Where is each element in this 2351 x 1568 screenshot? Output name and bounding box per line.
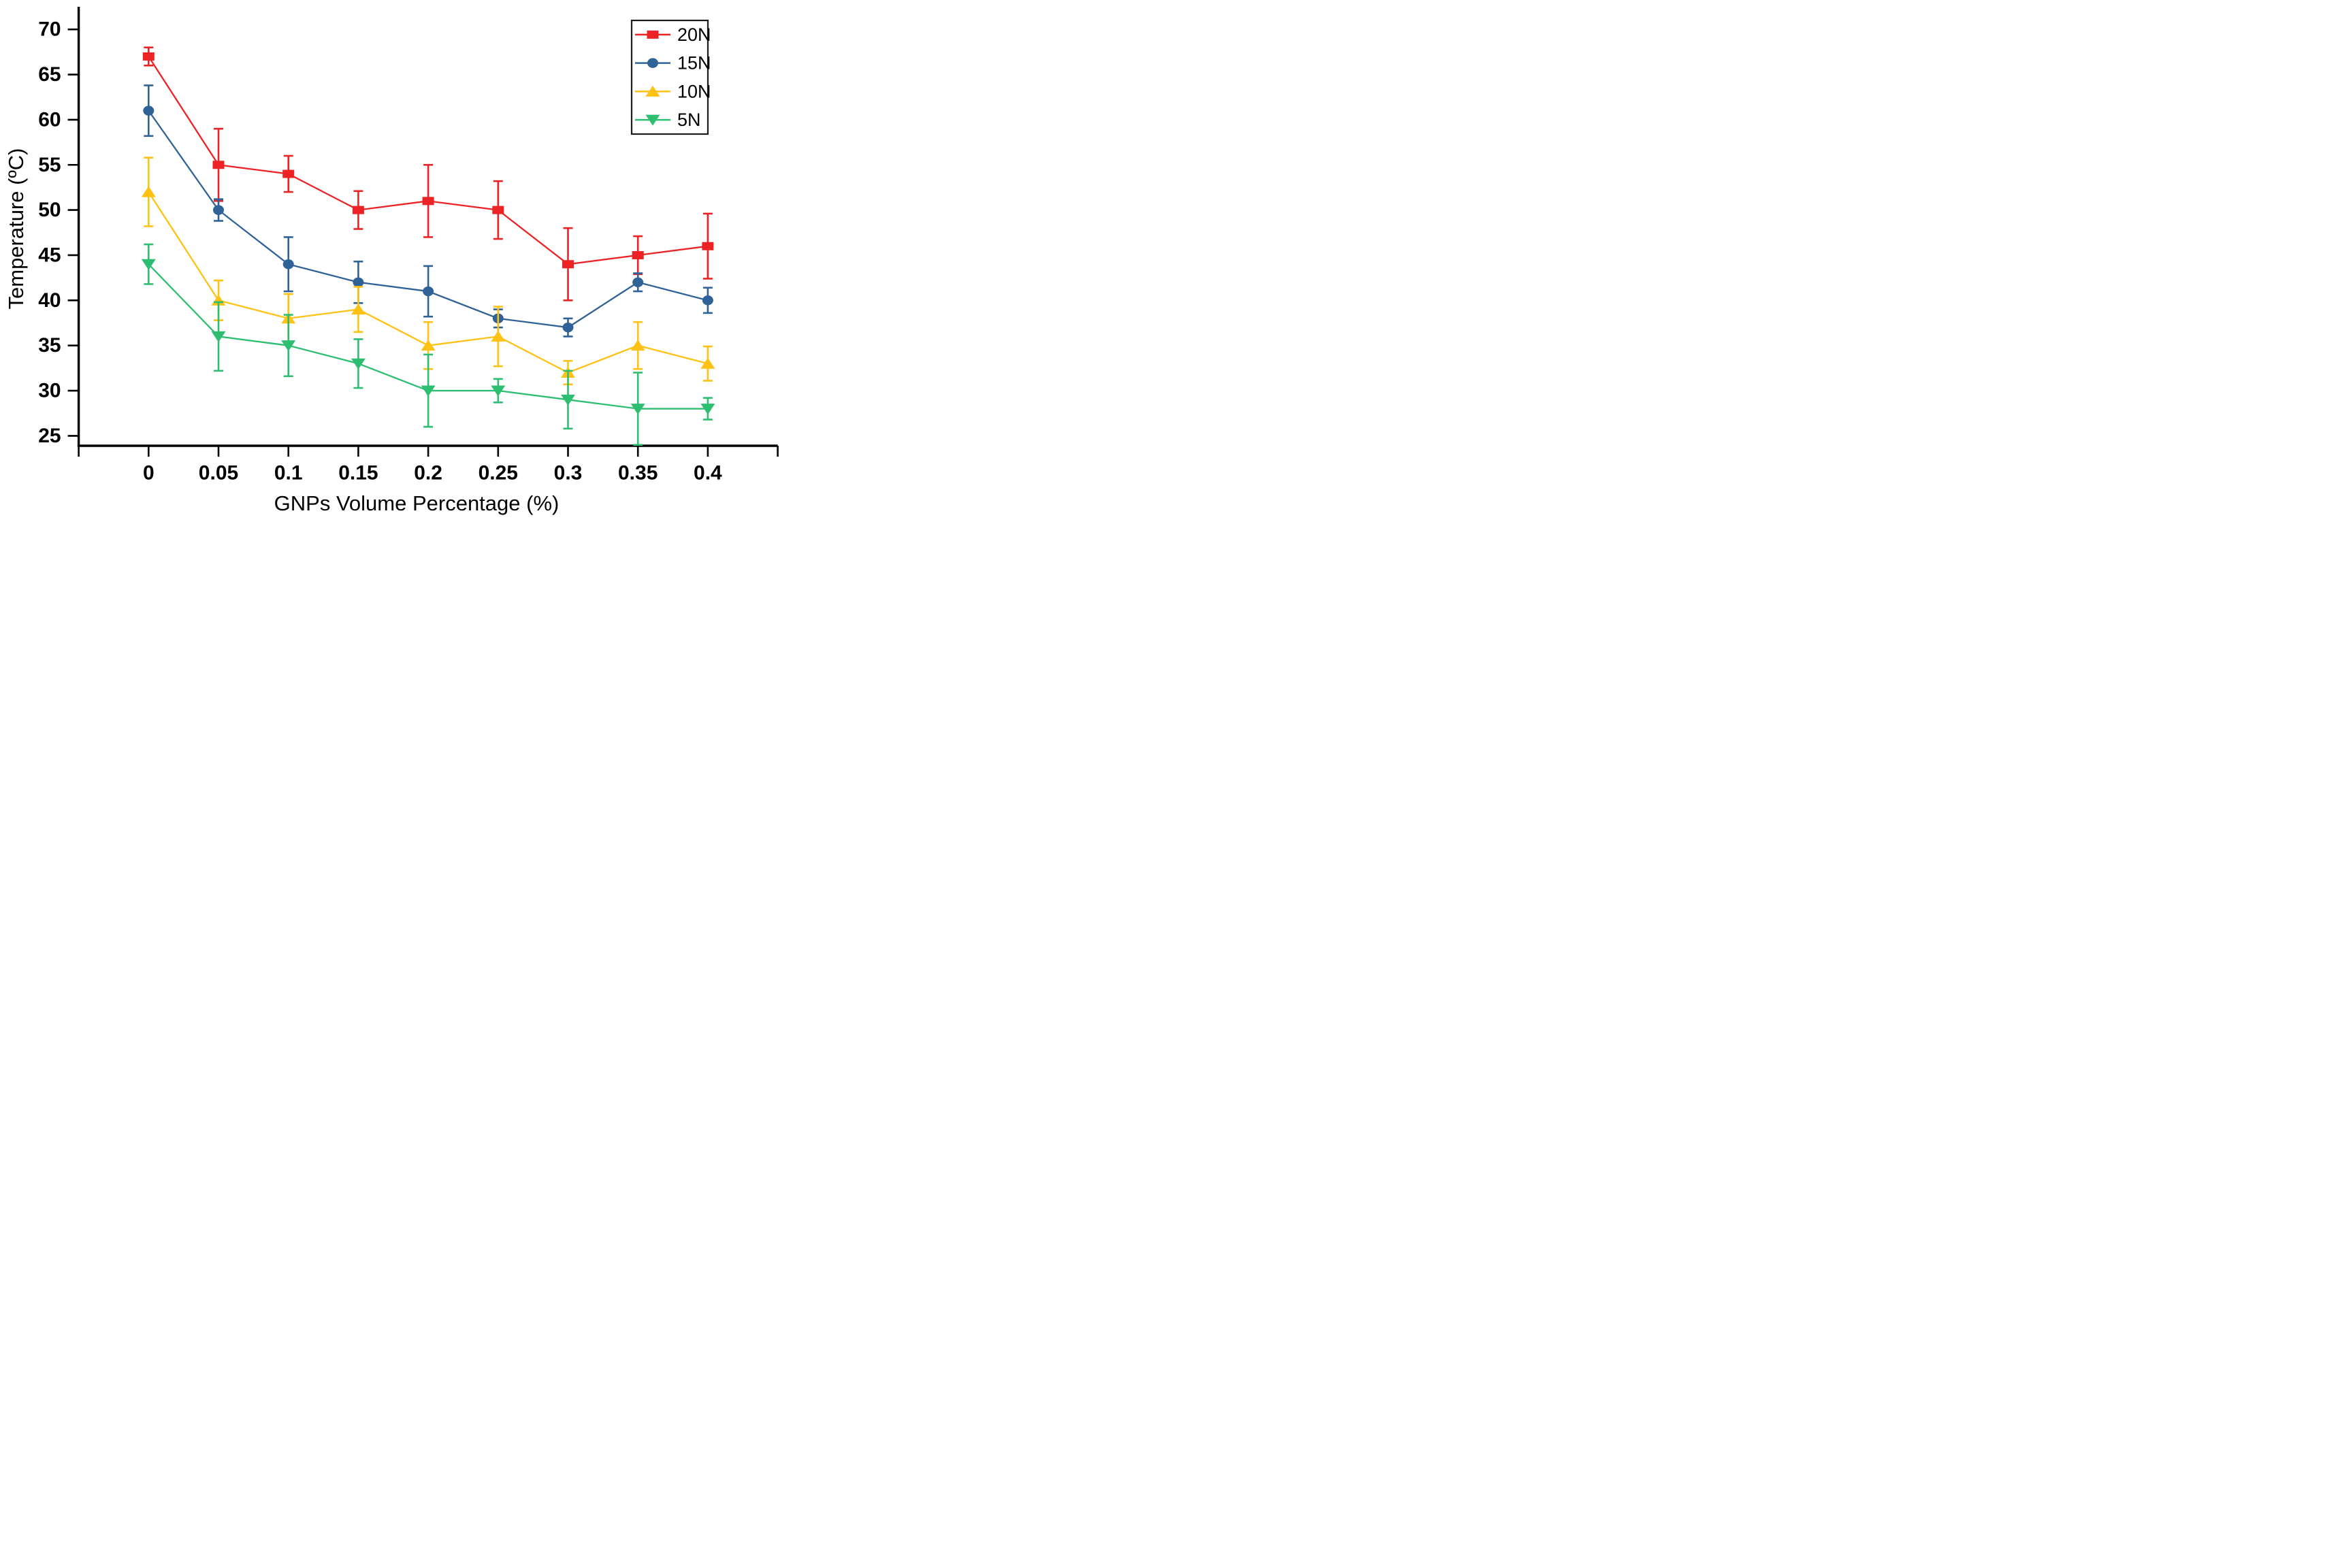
y-tick-label: 70 (38, 18, 61, 41)
legend-entry-15N: 15N (635, 53, 711, 74)
legend-label-20N: 20N (677, 24, 711, 45)
legend: 20N 15N 10N 5N (630, 19, 711, 135)
x-tick-label: 0.3 (554, 462, 583, 485)
x-tick-label: 0.25 (479, 462, 518, 485)
marker-15N (353, 277, 364, 287)
marker-10N (630, 340, 645, 351)
x-tick-label: 0.4 (694, 462, 722, 485)
marker-20N (352, 206, 364, 214)
y-tick-label: 45 (38, 244, 61, 266)
x-axis-title: GNPs Volume Percentage (%) (274, 491, 560, 515)
marker-10N (700, 357, 715, 369)
x-tick-label: 0.35 (618, 462, 658, 485)
axes: 0 0.05 0.1 0.15 0.2 0.25 0.3 0.35 0.4 25 30 35 40 45 5… (38, 7, 779, 485)
y-tick-label: 60 (38, 108, 61, 131)
marker-10N (141, 186, 156, 197)
x-tick-label: 0 (143, 462, 155, 485)
y-tick-label: 40 (38, 289, 61, 312)
temperature-vs-gnp-line-chart: 0 0.05 0.1 0.15 0.2 0.25 0.3 0.35 0.4 25 30 35 40 45 5… (4, 7, 779, 515)
y-tick-label: 30 (38, 380, 61, 402)
y-tick-label: 65 (38, 63, 61, 86)
legend-entry-20N: 20N (635, 24, 711, 45)
marker-20N (212, 161, 225, 169)
x-tick-label: 0.1 (274, 462, 303, 485)
marker-15N (213, 205, 224, 215)
marker-20N (632, 250, 644, 259)
y-tick-label: 35 (38, 334, 61, 357)
marker-5N (491, 385, 506, 397)
legend-entry-10N: 10N (635, 81, 711, 101)
y-tick-label: 50 (38, 199, 61, 221)
marker-20N (422, 197, 434, 206)
legend-box (630, 19, 709, 135)
y-tick-label: 55 (38, 154, 61, 176)
marker-15N (702, 295, 713, 306)
legend-entry-5N: 5N (635, 110, 701, 130)
marker-10N (351, 304, 366, 315)
marker-10N (491, 330, 506, 342)
marker-15N (562, 322, 574, 333)
x-tick-label: 0.05 (199, 462, 238, 485)
legend-marker-20N (647, 30, 659, 39)
marker-20N (702, 242, 714, 250)
chart-figure: 0 0.05 0.1 0.15 0.2 0.25 0.3 0.35 0.4 25 30 35 40 45 5… (0, 0, 784, 523)
markers-15N (143, 105, 713, 333)
legend-label-15N: 15N (677, 53, 711, 74)
marker-15N (632, 277, 644, 287)
x-tick-label: 0.2 (414, 462, 442, 485)
marker-5N (561, 394, 575, 406)
series-5N (141, 243, 715, 446)
marker-5N (630, 404, 645, 415)
marker-5N (141, 259, 156, 270)
markers-20N (142, 52, 714, 269)
series-20N (142, 46, 714, 301)
legend-marker-15N (647, 58, 658, 68)
error-bars-20N (144, 46, 713, 301)
legend-marker-5N (645, 114, 660, 126)
marker-20N (562, 260, 574, 269)
marker-20N (142, 52, 155, 61)
marker-5N (421, 385, 436, 397)
marker-20N (282, 169, 295, 178)
marker-15N (282, 259, 294, 270)
markers-5N (141, 259, 715, 415)
marker-5N (351, 358, 366, 370)
marker-10N (421, 340, 436, 351)
legend-label-10N: 10N (677, 81, 711, 101)
marker-15N (423, 286, 434, 297)
marker-20N (492, 206, 504, 214)
plot-area: 0 0.05 0.1 0.15 0.2 0.25 0.3 0.35 0.4 25 30 35 40 45 5… (38, 7, 779, 485)
marker-5N (700, 404, 715, 415)
x-tick-label: 0.15 (338, 462, 378, 485)
marker-5N (211, 331, 226, 342)
legend-marker-10N (645, 85, 660, 97)
y-tick-label: 25 (38, 425, 61, 447)
marker-5N (281, 340, 296, 352)
y-axis-title: Temperature (ºC) (4, 148, 28, 310)
legend-label-5N: 5N (677, 110, 701, 130)
marker-15N (143, 105, 155, 116)
